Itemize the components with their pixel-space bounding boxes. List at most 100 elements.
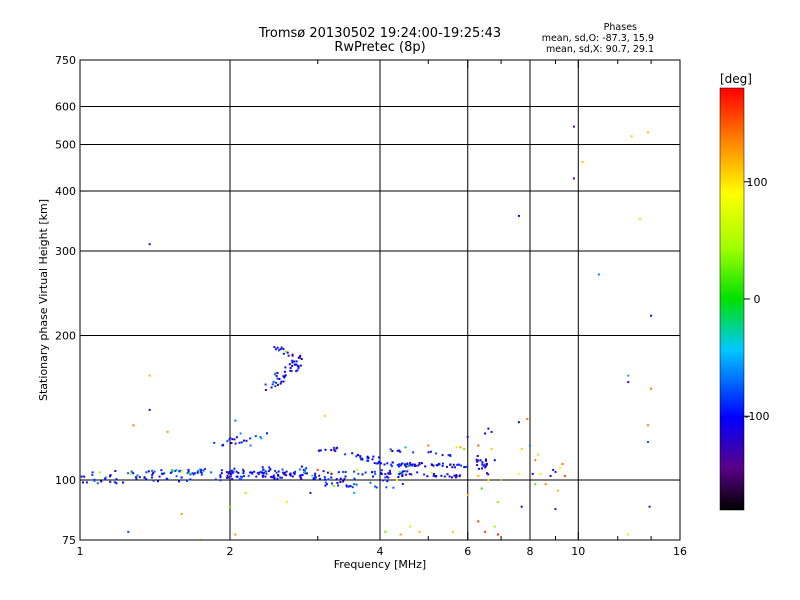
trace-echo-point [322,470,325,473]
echo-point [487,427,490,430]
trace-echo-point [405,473,407,476]
x-tick-label: 2 [227,545,234,558]
trace-echo-point [386,462,389,465]
trace-echo-point [479,459,482,462]
trace-echo-point [138,476,141,479]
trace-echo-point [406,470,409,473]
echo-point [647,441,649,443]
trace-echo-point [160,469,163,472]
trace-echo-point [349,485,352,487]
trace-echo-point [449,454,452,457]
trace-echo-point [96,482,99,485]
trace-echo-point [242,472,245,475]
trace-echo-point [373,470,376,473]
trace-echo-point [333,448,336,451]
trace-echo-point [323,476,326,479]
trace-echo-point [454,476,457,479]
chart-title-line-1: Tromsø 20130502 19:24:00-19:25:43 [258,26,502,41]
trace-echo-point [245,439,248,442]
trace-echo-point [91,474,94,477]
trace-echo-point [336,446,339,449]
echo-point [497,501,499,503]
trace-echo-point [272,380,275,383]
trace-echo-point [189,478,192,481]
trace-echo-point [292,471,295,474]
trace-echo-point [446,473,449,476]
echo-point [323,414,326,417]
trace-echo-point [277,349,280,352]
echo-point [148,408,151,411]
trace-echo-point [196,470,199,473]
trace-echo-point [312,477,315,480]
echo-point [493,459,496,462]
trace-echo-point [357,454,359,456]
trace-echo-point [151,469,154,472]
trace-echo-point [299,475,302,478]
trace-echo-point [481,461,484,464]
trace-echo-point [324,484,327,487]
trace-echo-point [389,448,392,451]
trace-echo-point [456,463,459,466]
y-tick-label: 500 [55,139,76,152]
trace-echo-point [226,476,229,479]
trace-echo-point [115,482,118,485]
x-tick-label: 16 [673,545,687,558]
trace-echo-point [423,473,426,476]
trace-echo-point [180,476,183,479]
trace-echo-point [230,470,233,473]
echo-point [148,374,151,377]
echo-point [399,533,402,536]
echo-point [244,491,247,494]
trace-echo-point [114,470,117,472]
trace-echo-point [330,472,333,475]
trace-echo-point [161,472,164,475]
trace-echo-point [213,441,216,444]
trace-echo-point [343,477,346,480]
trace-echo-point [273,373,276,376]
trace-echo-point [455,475,458,478]
trace-echo-point [386,480,389,483]
trace-echo-point [482,464,485,467]
trace-echo-point [93,478,96,481]
trace-echo-point [330,476,333,479]
trace-echo-point [277,474,280,477]
echo-point [451,530,454,533]
trace-echo-point [306,472,308,475]
trace-echo-point [430,471,433,474]
trace-echo-point [199,468,202,471]
trace-echo-point [295,363,298,366]
trace-echo-point [357,472,360,475]
trace-echo-point [264,475,267,478]
echo-point [497,533,499,536]
trace-echo-point [231,478,234,481]
trace-echo-point [401,462,404,465]
echo-point [180,512,183,515]
echo-point [500,479,503,481]
trace-echo-point [237,471,240,474]
echo-point [490,448,493,451]
trace-echo-point [327,478,330,481]
x-tick-label: 8 [527,545,534,558]
trace-echo-point [390,465,393,468]
echo-point [517,472,520,475]
echo-point [356,468,359,471]
x-tick-label: 6 [464,545,471,558]
trace-echo-point [413,463,416,466]
trace-echo-point [336,481,339,484]
trace-echo-point [257,473,260,476]
trace-echo-point [324,478,327,481]
trace-echo-point [242,468,244,471]
trace-echo-point [192,473,195,476]
trace-echo-point [433,472,436,475]
trace-echo-point [397,476,400,478]
trace-echo-point [251,472,254,475]
trace-echo-point [391,461,394,464]
trace-echo-point [481,463,484,466]
trace-echo-point [373,462,376,465]
trace-echo-point [187,470,190,473]
trace-echo-point [230,442,233,444]
trace-echo-point [283,376,286,379]
trace-echo-point [299,477,302,480]
echo-point [647,424,649,427]
trace-echo-point [355,455,358,458]
